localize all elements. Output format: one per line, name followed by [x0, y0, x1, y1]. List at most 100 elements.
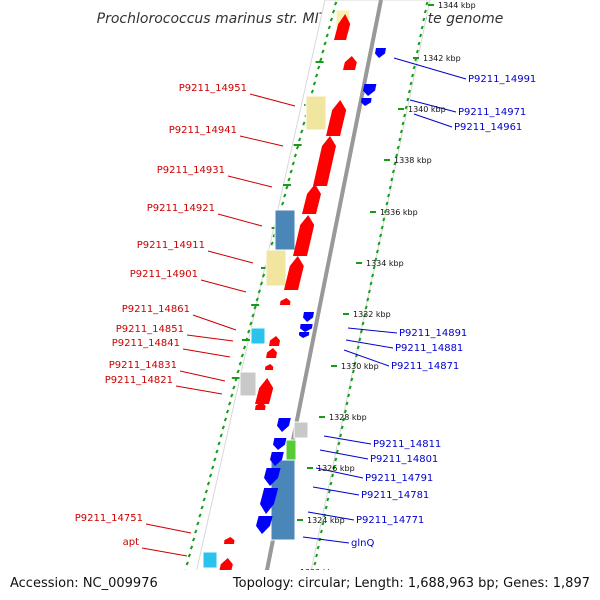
ruler-tick-outer	[377, 241, 381, 246]
ruler-tick-outer	[371, 273, 375, 278]
forward-gene-arrow	[265, 364, 274, 370]
ruler-tick-outer	[343, 409, 347, 414]
ruler-tick-inner	[291, 161, 295, 166]
gene-label-forward: P9211_14931	[157, 165, 225, 176]
ruler-tick-inner	[302, 121, 306, 126]
ruler-tick-outer	[406, 97, 410, 102]
forward-gene-arrow	[343, 56, 357, 70]
gene-label-forward: P9211_14851	[116, 324, 184, 335]
ruler-tick-inner	[317, 65, 321, 70]
reverse-gene-arrow	[363, 84, 377, 96]
cog-box	[274, 209, 296, 251]
map-band	[189, 0, 431, 600]
kbp-label: 1342 kbp	[423, 54, 461, 63]
ruler-tick-inner	[191, 537, 196, 542]
ruler-tick-outer	[383, 209, 387, 214]
kbp-label: 1338 kbp	[394, 156, 432, 165]
accession-text: Accession: NC_009976	[10, 576, 158, 591]
kbp-label: 1326 kbp	[317, 464, 355, 473]
gene-label-forward: P9211_14941	[169, 125, 237, 136]
forward-gene-arrow	[284, 256, 304, 290]
ruler-tick-outer	[350, 377, 354, 382]
ruler-tick-outer	[379, 233, 383, 238]
gene-label-forward: P9211_14911	[137, 240, 205, 251]
ruler-tick-inner	[196, 521, 200, 526]
ruler-tick-outer	[358, 337, 362, 342]
gene-label-reverse: P9211_14771	[356, 515, 424, 526]
ruler-tick-inner	[232, 385, 236, 390]
ruler-tick-outer	[403, 113, 407, 118]
ruler-tick-inner	[204, 489, 209, 494]
gene-leader-line	[323, 435, 372, 445]
kbp-label: 1334 kbp	[366, 259, 404, 268]
ruler-tick-outer	[334, 457, 338, 462]
forward-gene-arrow	[266, 348, 277, 358]
reverse-gene-arrow	[260, 488, 279, 514]
cog-box	[250, 327, 266, 345]
ruler-tick-outer	[425, 1, 429, 6]
gene-label-reverse: P9211_14971	[458, 107, 526, 118]
reverse-gene-arrow	[273, 438, 287, 450]
ruler-tick-inner	[283, 193, 287, 198]
ruler-tick-inner	[208, 473, 213, 478]
ruler-tick-inner	[255, 297, 259, 302]
forward-gene-arrow	[255, 402, 266, 410]
gene-leader-line	[343, 349, 390, 367]
kbp-label: 1328 kbp	[329, 413, 367, 422]
gene-leader-line	[319, 449, 369, 460]
gene-label-reverse: P9211_14891	[399, 328, 467, 339]
ruler-tick-outer	[339, 433, 343, 438]
ruler-tick-inner	[310, 89, 315, 94]
gene-label-forward: P9211_14841	[112, 338, 180, 349]
topology-text: Topology: circular; Length: 1,688,963 bp…	[232, 576, 590, 591]
cog-box	[265, 249, 287, 287]
ruler-tick-inner	[270, 241, 274, 246]
forward-gene-arrow	[219, 558, 233, 572]
gene-leader-line	[312, 486, 360, 496]
gene-label-reverse: P9211_14961	[454, 122, 522, 133]
ruler-tick-outer	[351, 369, 355, 374]
gene-leader-line	[347, 327, 398, 334]
ruler-tick-inner	[293, 153, 298, 158]
ruler-tick-inner	[200, 505, 204, 510]
ruler-tick-inner	[297, 137, 302, 142]
ruler-tick-inner	[219, 433, 223, 438]
ruler-tick-inner	[242, 345, 247, 350]
ruler-tick-inner	[211, 465, 215, 470]
kbp-label: 1344 kbp	[438, 1, 476, 10]
ruler-tick-outer	[329, 481, 333, 486]
reverse-gene-arrow	[361, 98, 372, 106]
ruler-tick-inner	[312, 81, 317, 86]
ruler-tick-outer	[342, 417, 346, 422]
ruler-tick-outer	[327, 489, 331, 494]
ruler-tick-inner	[300, 129, 304, 134]
ruler-tick-outer	[398, 137, 402, 142]
gene-leader-line	[227, 175, 273, 188]
ruler-tick-outer	[390, 177, 394, 182]
reverse-gene-arrow	[264, 468, 281, 486]
ruler-tick-outer	[361, 321, 365, 326]
gene-leader-line	[175, 385, 223, 395]
ruler-tick-outer	[374, 257, 378, 262]
reverse-gene-arrow	[299, 332, 310, 338]
ruler-tick-outer	[404, 105, 408, 110]
ruler-tick-outer	[388, 185, 392, 190]
ruler-tick-outer	[423, 9, 427, 14]
ruler-tick-inner	[230, 393, 234, 398]
ruler-tick-outer	[367, 289, 371, 294]
ruler-tick-inner	[213, 457, 217, 462]
ruler-tick-outer	[321, 521, 325, 526]
gene-leader-line	[393, 57, 467, 80]
reverse-gene-arrow	[256, 516, 273, 534]
gene-label-reverse: P9211_14801	[370, 454, 438, 465]
ruler-tick-outer	[348, 385, 352, 390]
kbp-label: 1336 kbp	[380, 208, 418, 217]
ruler-tick-inner	[249, 321, 253, 326]
ruler-tick-outer	[409, 81, 413, 86]
ruler-tick-inner	[187, 553, 192, 558]
gene-leader-line	[141, 547, 188, 557]
ruler-tick-inner	[223, 417, 228, 422]
gene-label-forward: P9211_14831	[109, 360, 177, 371]
reverse-gene-arrow	[300, 324, 313, 332]
